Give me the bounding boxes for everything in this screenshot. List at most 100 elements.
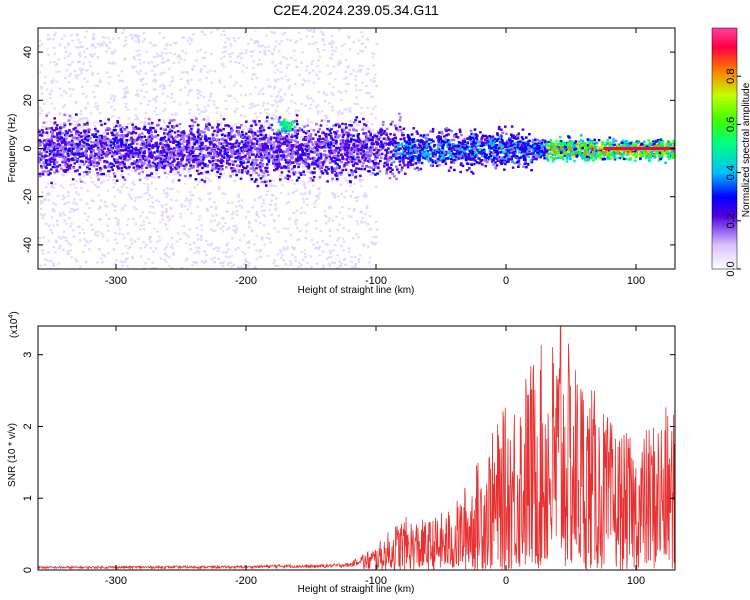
spectrogram-cell [133, 199, 137, 202]
spectrogram-cell [117, 37, 121, 40]
spectrogram-cell [58, 112, 61, 115]
spectrogram-cell [211, 229, 215, 232]
spectrogram-cell [126, 91, 129, 94]
spectrogram-cell [117, 135, 120, 138]
spectrogram-cell [94, 133, 98, 136]
spectrogram-cell [61, 173, 65, 176]
spectrogram-cell [437, 140, 441, 143]
spectrogram-cell [130, 33, 133, 36]
spectrogram-cell [322, 88, 326, 92]
spectrogram-cell [361, 152, 364, 155]
spectrogram-cell [146, 189, 150, 192]
spectrogram-cell [282, 165, 286, 168]
spectrogram-cell [469, 138, 473, 141]
spectrogram-cell [125, 139, 129, 142]
spectrogram-cell [371, 160, 375, 163]
spectrogram-cell [305, 69, 308, 72]
spectrogram-cell [135, 89, 139, 92]
spectrogram-cell [303, 186, 307, 189]
spectrogram-cell [157, 175, 161, 179]
spectrogram-cell [285, 66, 289, 69]
spectrogram-cell [196, 169, 199, 173]
spectrogram-cell [55, 70, 58, 74]
spectrogram-cell [59, 212, 63, 215]
spectrogram-cell [136, 118, 140, 121]
spectrogram-cell [65, 69, 69, 72]
spectrogram-cell [356, 70, 359, 73]
spectrogram-cell [583, 144, 587, 148]
spectrogram-cell [41, 191, 44, 194]
spectrogram-cell [92, 150, 96, 153]
spectrogram-cell [165, 227, 169, 230]
spectrogram-cell [129, 34, 132, 37]
spectrogram-cell [171, 181, 174, 184]
spectrogram-cell [153, 158, 156, 161]
spectrogram-cell [89, 112, 93, 115]
spectrogram-cell [343, 164, 346, 167]
spectrogram-cell [309, 265, 313, 268]
spectrogram-cell [156, 156, 160, 159]
spectrogram-cell [112, 99, 116, 103]
spectrogram-cell [117, 218, 120, 221]
spectrogram-cell [47, 154, 50, 158]
spectrogram-cell [94, 231, 97, 234]
spectrogram-cell [67, 191, 71, 194]
spectrogram-cell [134, 125, 138, 129]
spectrogram-cell [203, 182, 206, 185]
spectrogram-cell [335, 46, 338, 49]
spectrogram-cell [350, 158, 354, 161]
spectrogram-cell [488, 138, 491, 141]
spectrogram-cell [106, 147, 110, 151]
spectrogram-cell [277, 214, 280, 217]
spectrogram-cell [233, 99, 237, 102]
spectrogram-cell [216, 107, 220, 110]
spectrogram-cell [204, 136, 208, 139]
spectrogram-cell [398, 160, 402, 163]
spectrogram-cell [113, 146, 116, 149]
spectrogram-cell [39, 200, 43, 203]
spectrogram-cell [168, 51, 172, 54]
spectrogram-cell [126, 218, 130, 221]
spectrogram-cell [354, 118, 357, 122]
spectrogram-cell [184, 242, 188, 245]
spectrogram-cell [197, 218, 201, 221]
spectrogram-cell [45, 174, 49, 177]
spectrogram-cell [152, 55, 156, 59]
spectrogram-cell [263, 243, 267, 246]
spectrogram-cell [341, 112, 344, 115]
spectrogram-cell [421, 155, 425, 159]
spectrogram-cell [144, 117, 147, 120]
spectrogram-cell [171, 243, 174, 246]
spectrogram-cell [192, 186, 196, 189]
spectrogram-cell [67, 201, 71, 204]
spectrogram-cell [72, 143, 76, 146]
spectrogram-cell [44, 151, 47, 154]
spectrogram-cell [209, 214, 213, 217]
spectrogram-cell [120, 145, 124, 149]
spectrogram-cell [93, 183, 97, 187]
spectrogram-cell [437, 136, 441, 140]
spectrogram-cell [63, 219, 66, 222]
spectrogram-cell [487, 140, 490, 143]
spectrogram-cell [256, 63, 260, 66]
spectrogram-cell [370, 117, 374, 120]
spectrogram-cell [71, 88, 75, 91]
spectrogram-cell [257, 196, 261, 200]
spectrogram-cell [495, 157, 499, 161]
spectrogram-cell [75, 113, 78, 116]
spectrogram-cell [90, 223, 93, 227]
spectrogram-cell [132, 180, 136, 183]
spectrogram-cell [294, 220, 297, 223]
spectrogram-cell [181, 49, 184, 53]
spectrogram-cell [185, 183, 189, 186]
spectrogram-cell [269, 184, 273, 188]
spectrogram-cell [170, 96, 173, 100]
spectrogram-cell [156, 97, 159, 100]
spectrogram-cell [274, 203, 277, 206]
spectrogram-cell [316, 47, 319, 51]
spectrogram-cell [274, 264, 278, 268]
spectrogram-cell [313, 202, 316, 205]
spectrogram-cell [337, 62, 340, 65]
spectrogram-cell [40, 249, 44, 252]
spectrogram-cell [159, 221, 162, 224]
